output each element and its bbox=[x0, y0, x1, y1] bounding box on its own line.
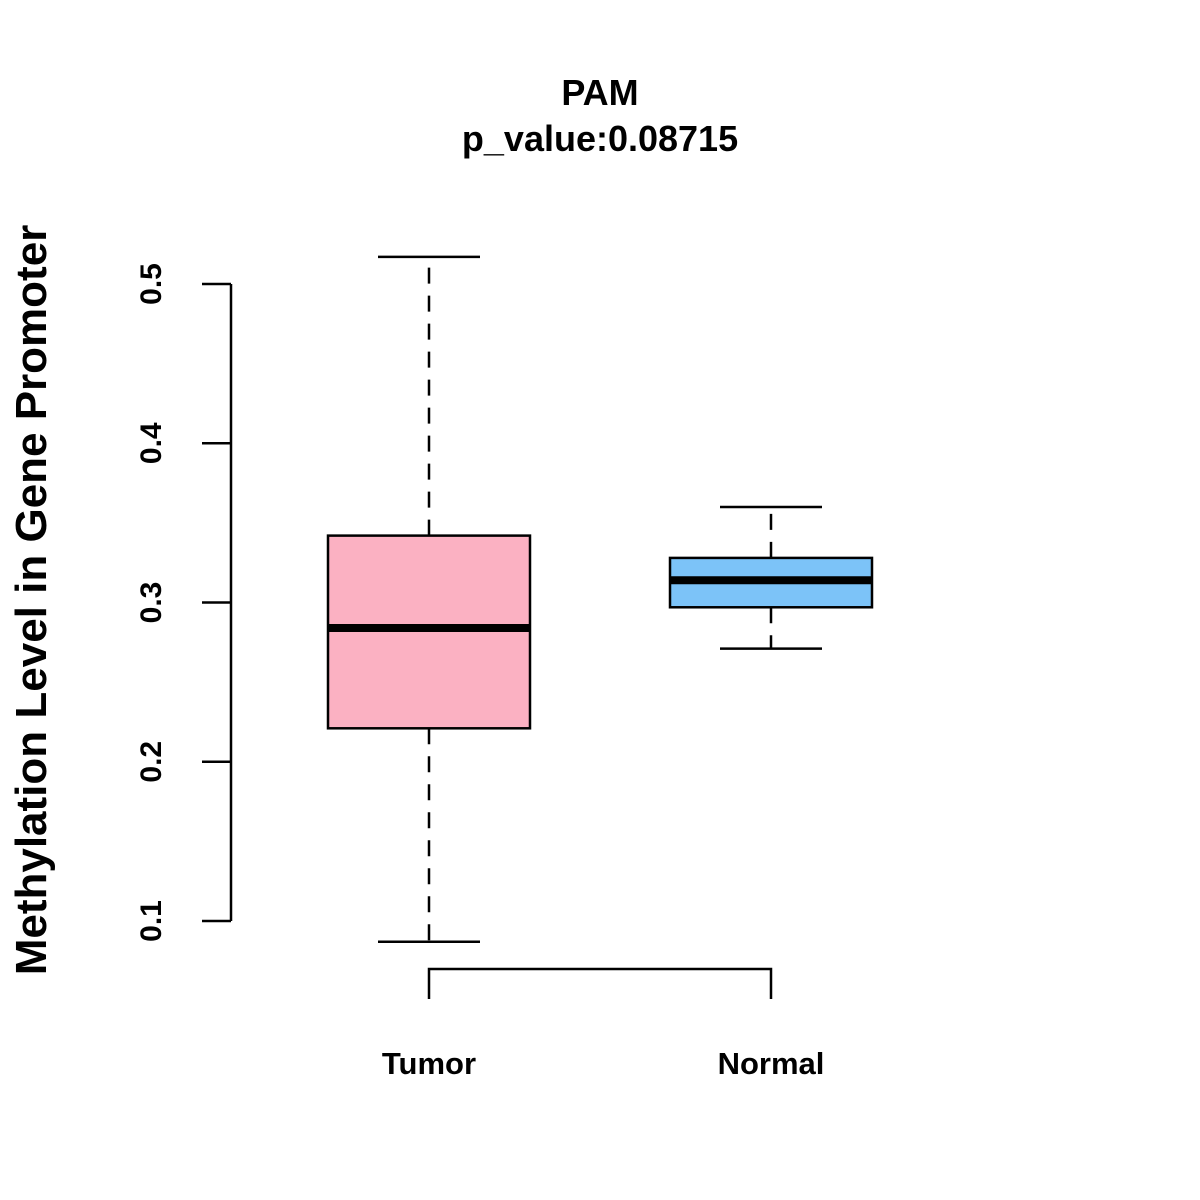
comparison-bracket bbox=[427, 967, 773, 999]
y-tick-label: 0.1 bbox=[135, 900, 168, 942]
chart-title: PAM bbox=[561, 72, 638, 113]
y-tick-label: 0.3 bbox=[135, 582, 168, 624]
x-axis-labels: Tumor Normal bbox=[382, 1046, 824, 1081]
chart-subtitle: p_value:0.08715 bbox=[462, 118, 738, 159]
x-label-normal: Normal bbox=[718, 1046, 825, 1081]
y-axis: 0.1 0.2 0.3 0.4 0.5 bbox=[135, 263, 233, 942]
x-label-tumor: Tumor bbox=[382, 1046, 476, 1081]
bracket-line bbox=[427, 967, 773, 999]
y-tick-label: 0.4 bbox=[135, 422, 168, 464]
y-axis-label: Methylation Level in Gene Promoter bbox=[7, 225, 56, 976]
y-tick-label: 0.5 bbox=[135, 263, 168, 305]
box-normal bbox=[668, 505, 874, 650]
y-tick-label: 0.2 bbox=[135, 741, 168, 783]
boxes bbox=[326, 255, 874, 943]
box-tumor bbox=[326, 255, 532, 943]
